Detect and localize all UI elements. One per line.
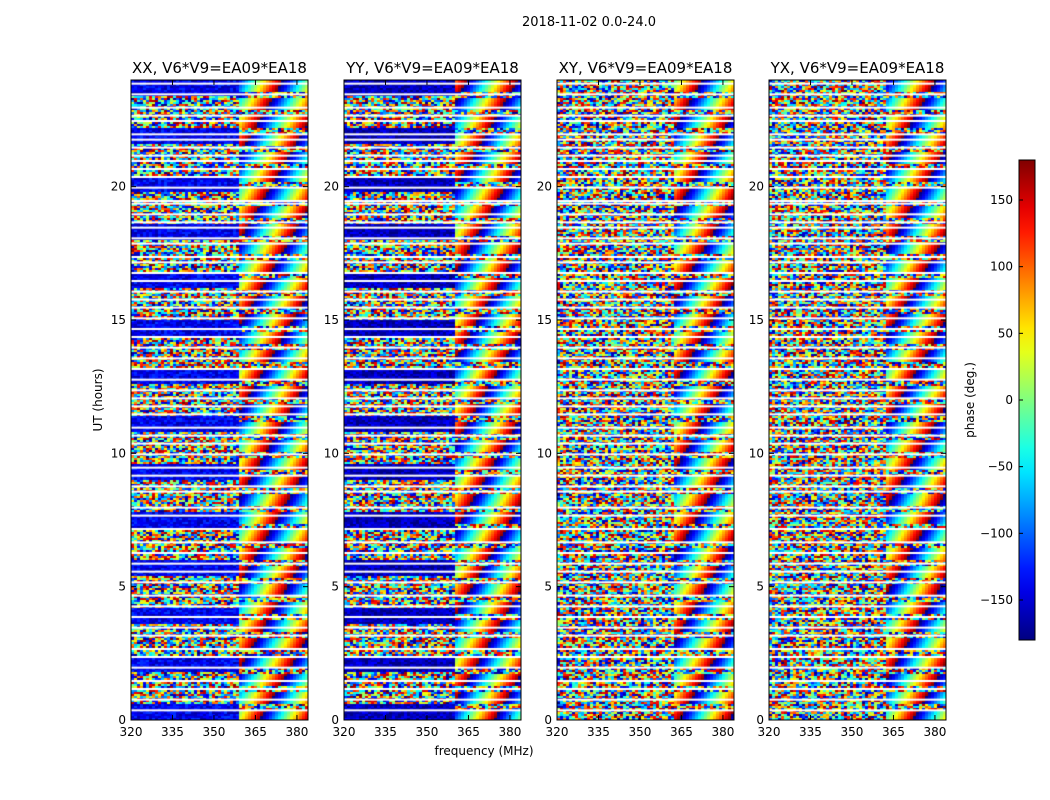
x-tick-label: 350: [841, 725, 864, 739]
x-tick-label: 350: [629, 725, 652, 739]
colorbar: −150 −100 −50 0 50 100 150: [980, 159, 1036, 641]
colorbar-tick-label: −50: [988, 460, 1013, 474]
x-tick-label: 380: [923, 725, 946, 739]
colorbar-tick-label: −150: [980, 593, 1013, 607]
y-tick-label: 0: [331, 713, 339, 727]
x-tick-label: 380: [498, 725, 521, 739]
panel-title: XX, V6*V9=EA09*EA18: [132, 59, 307, 77]
y-tick-label: 15: [324, 313, 339, 327]
phase-image: [769, 80, 946, 720]
colorbar-tick-label: −100: [980, 526, 1013, 540]
panel-frame: [556, 79, 735, 721]
y-tick-label: 0: [756, 713, 764, 727]
y-tick-label: 5: [331, 580, 339, 594]
x-tick-label: 335: [374, 725, 397, 739]
x-tick-label: 335: [587, 725, 610, 739]
colorbar-label: phase (deg.): [963, 362, 977, 438]
panel-xy: XY, V6*V9=EA09*EA18 320 335 350 365 380 0 5 10 15…: [537, 59, 735, 739]
colorbar-tick-label: 150: [990, 193, 1013, 207]
phase-image: [344, 80, 521, 720]
y-tick-label: 20: [111, 180, 126, 194]
panels-group: XX, V6*V9=EA09*EA18 320 335 350 365 380 0 5 10 15…: [111, 59, 947, 739]
y-tick-label: 10: [749, 446, 764, 460]
colorbar-tick-label: 50: [998, 326, 1013, 340]
panel-yx: YX, V6*V9=EA09*EA18 320 335 350 365 380 0 5 10 15…: [749, 59, 947, 739]
colorbar-tick-label: 0: [1005, 393, 1013, 407]
y-tick-label: 5: [756, 580, 764, 594]
panel-xx: XX, V6*V9=EA09*EA18 320 335 350 365 380 0 5 10 15…: [111, 59, 309, 739]
y-tick-label: 20: [749, 180, 764, 194]
panel-title: YX, V6*V9=EA09*EA18: [770, 59, 945, 77]
x-tick-label: 335: [799, 725, 822, 739]
y-tick-label: 5: [118, 580, 126, 594]
x-tick-label: 365: [882, 725, 905, 739]
panel-frame: [343, 79, 522, 721]
x-tick-label: 320: [120, 725, 143, 739]
panel-frame: [768, 79, 947, 721]
y-tick-label: 0: [118, 713, 126, 727]
panel-yy: YY, V6*V9=EA09*EA18 320 335 350 365 380 0 5 10 15…: [324, 59, 522, 739]
y-tick-label: 15: [111, 313, 126, 327]
x-tick-label: 335: [161, 725, 184, 739]
y-tick-label: 20: [537, 180, 552, 194]
colorbar-tick-label: 100: [990, 260, 1013, 274]
x-tick-label: 365: [670, 725, 693, 739]
x-tick-label: 320: [546, 725, 569, 739]
y-tick-label: 15: [537, 313, 552, 327]
x-tick-label: 380: [285, 725, 308, 739]
y-axis-label: UT (hours): [91, 368, 105, 431]
y-tick-label: 10: [537, 446, 552, 460]
panel-title: XY, V6*V9=EA09*EA18: [559, 59, 733, 77]
y-tick-label: 10: [324, 446, 339, 460]
x-tick-label: 350: [416, 725, 439, 739]
phase-image: [131, 80, 308, 720]
panel-title: YY, V6*V9=EA09*EA18: [345, 59, 519, 77]
panel-frame: [130, 79, 309, 721]
y-tick-label: 5: [544, 580, 552, 594]
y-tick-label: 0: [544, 713, 552, 727]
x-tick-label: 350: [203, 725, 226, 739]
x-tick-label: 320: [333, 725, 356, 739]
phase-image: [557, 80, 734, 720]
x-tick-label: 320: [758, 725, 781, 739]
x-tick-label: 380: [711, 725, 734, 739]
x-axis-label: frequency (MHz): [434, 744, 533, 758]
x-tick-label: 365: [244, 725, 267, 739]
x-tick-label: 365: [457, 725, 480, 739]
y-tick-label: 20: [324, 180, 339, 194]
y-tick-label: 10: [111, 446, 126, 460]
figure-title: 2018-11-02 0.0-24.0: [522, 15, 656, 30]
y-tick-label: 15: [749, 313, 764, 327]
